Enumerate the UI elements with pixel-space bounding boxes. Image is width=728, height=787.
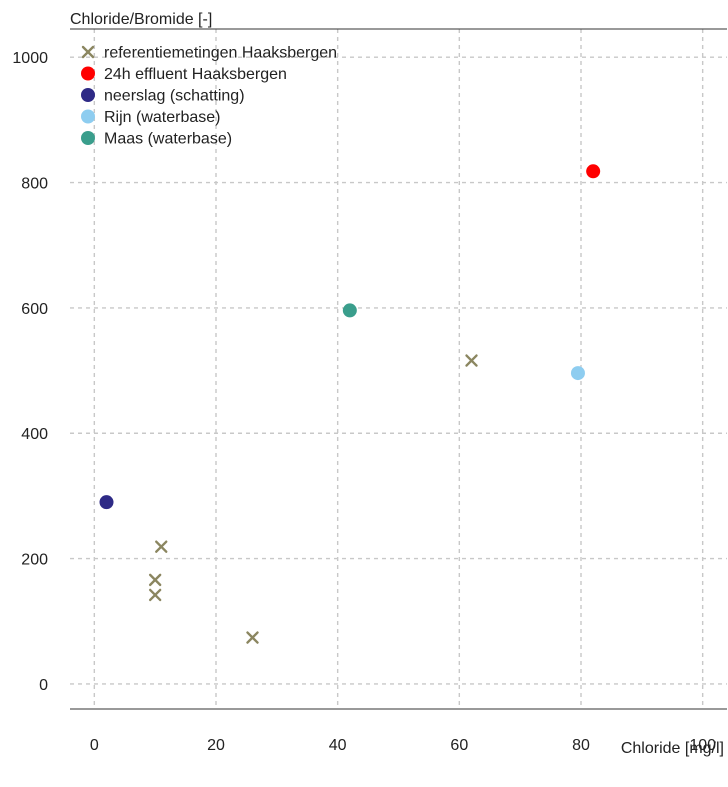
data-point: [465, 354, 478, 367]
y-tick-label: 400: [21, 426, 48, 443]
x-tick-label: 0: [90, 737, 99, 754]
data-point: [155, 540, 168, 553]
legend-entry: referentiemetingen Haaksbergen: [81, 45, 337, 62]
legend-marker: [81, 45, 95, 59]
legend-label: referentiemetingen Haaksbergen: [104, 45, 337, 62]
y-axis-title: Chloride/Bromide [-]: [70, 11, 212, 28]
data-points: [99, 164, 601, 644]
y-tick-label: 800: [21, 176, 48, 193]
x-axis-title: Chloride [mg/l]: [621, 740, 724, 757]
legend-label: 24h effluent Haaksbergen: [104, 66, 287, 83]
legend-entry: 24h effluent Haaksbergen: [81, 66, 287, 83]
x-tick-label: 60: [450, 737, 468, 754]
data-point: [586, 164, 601, 179]
y-tick-labels: 0 200 400 600 800 1000: [12, 50, 48, 694]
y-tick-label: 0: [39, 677, 48, 694]
legend-label: Rijn (waterbase): [104, 109, 220, 126]
legend-label: neerslag (schatting): [104, 88, 245, 105]
x-tick-label: 80: [572, 737, 590, 754]
legend: referentiemetingen Haaksbergen 24h efflue…: [81, 45, 337, 148]
data-point: [570, 366, 585, 381]
data-point: [148, 588, 162, 602]
data-point: [342, 303, 357, 318]
legend-entry: Maas (waterbase): [81, 131, 232, 148]
x-tick-labels: 0 20 40 60 80 100: [90, 737, 716, 754]
legend-entry: Rijn (waterbase): [81, 109, 220, 126]
x-tick-label: 20: [207, 737, 225, 754]
x-tick-label: 100: [689, 737, 716, 754]
legend-marker: [81, 66, 95, 81]
legend-marker: [81, 109, 95, 124]
y-tick-label: 1000: [12, 50, 48, 67]
data-point: [246, 631, 259, 644]
data-point: [99, 495, 114, 510]
legend-marker: [81, 88, 95, 102]
legend-label: Maas (waterbase): [104, 131, 232, 148]
y-tick-label: 600: [21, 301, 48, 318]
x-tick-label: 40: [329, 737, 347, 754]
data-point: [148, 573, 162, 587]
legend-marker: [81, 131, 95, 145]
legend-entry: neerslag (schatting): [81, 88, 245, 105]
y-tick-label: 200: [21, 552, 48, 569]
